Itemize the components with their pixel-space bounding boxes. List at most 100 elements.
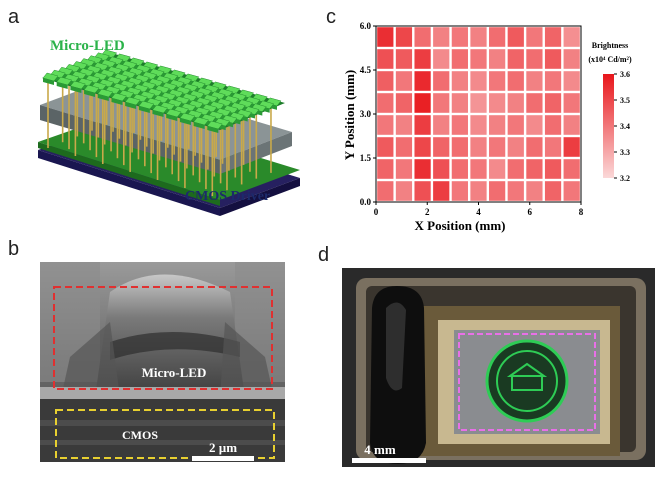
emblem-image bbox=[485, 339, 569, 423]
photo-scalebar-label: 4 mm bbox=[364, 442, 396, 457]
heatmap-cell bbox=[489, 93, 506, 113]
heatmap-cell bbox=[470, 93, 487, 113]
micro-led-region-box bbox=[53, 286, 273, 390]
micro-led-pixel-side bbox=[111, 98, 123, 105]
x-axis-label: X Position (mm) bbox=[415, 218, 506, 233]
heatmap-cell bbox=[377, 115, 394, 135]
heatmap-cell bbox=[526, 27, 543, 47]
heatmap-cell bbox=[433, 71, 450, 91]
heatmap-cell bbox=[563, 27, 580, 47]
micro-led-label: Micro-LED bbox=[50, 38, 125, 54]
heatmap-cell bbox=[451, 159, 468, 179]
micro-led-pixel-side bbox=[97, 94, 109, 101]
heatmap-cell bbox=[544, 49, 562, 69]
heatmap-cell bbox=[451, 27, 468, 47]
heatmap-cell bbox=[526, 181, 543, 201]
y-tick-label: 4.5 bbox=[360, 65, 372, 75]
heatmap-cell bbox=[395, 71, 413, 91]
heatmap-cell bbox=[526, 137, 543, 157]
heatmap-cell bbox=[507, 159, 524, 179]
heatmap-cell bbox=[470, 181, 487, 201]
brightness-heatmap-chart: 0 2 4 6 8 0.0 1.5 3.0 4.5 6.0 X Position (mm) Y P… bbox=[342, 21, 632, 233]
micro-led-pixel-side bbox=[56, 82, 68, 89]
heatmap-cell bbox=[451, 181, 468, 201]
cmos-driver-label: CMOS Driver bbox=[185, 189, 270, 204]
panel-d-letter: d bbox=[318, 244, 330, 266]
heatmap-cell bbox=[377, 27, 394, 47]
heatmap-cell bbox=[451, 93, 468, 113]
micro-led-pixel-side bbox=[152, 110, 164, 117]
panel-c-letter: c bbox=[326, 6, 336, 28]
y-tick-label: 3.0 bbox=[360, 109, 372, 119]
colorbar-tick-label: 3.5 bbox=[620, 96, 630, 105]
heatmap-cell bbox=[526, 159, 543, 179]
colorbar-tick-label: 3.3 bbox=[620, 148, 630, 157]
y-tick-label: 0.0 bbox=[360, 197, 372, 207]
heatmap-cell bbox=[414, 115, 431, 135]
heatmap-cell bbox=[414, 137, 431, 157]
sem-scalebar bbox=[192, 456, 254, 461]
micro-led-pixel bbox=[56, 76, 73, 86]
panel-a-letter: a bbox=[8, 6, 20, 28]
y-tick-label: 1.5 bbox=[360, 153, 372, 163]
heatmap-cell bbox=[489, 115, 506, 135]
heatmap-cell bbox=[451, 71, 468, 91]
heatmap-cell bbox=[395, 115, 413, 135]
x-tick-label: 6 bbox=[528, 207, 533, 217]
panel-b-letter: b bbox=[8, 238, 20, 260]
heatmap-cell bbox=[526, 71, 543, 91]
micro-led-pixel-side bbox=[193, 122, 205, 129]
heatmap-cell bbox=[470, 27, 487, 47]
micro-led-region-label: Micro-LED bbox=[142, 365, 207, 380]
device-photo: 4 mm bbox=[342, 268, 655, 467]
heatmap-cell bbox=[377, 93, 394, 113]
heatmap-cell bbox=[414, 27, 431, 47]
heatmap-cell bbox=[433, 137, 450, 157]
heatmap-cell bbox=[433, 181, 450, 201]
heatmap-cell bbox=[377, 181, 394, 201]
micro-led-pixel bbox=[97, 88, 114, 98]
x-tick-label: 8 bbox=[579, 207, 584, 217]
x-tick-label: 2 bbox=[425, 207, 430, 217]
colorbar-tick-label: 3.2 bbox=[620, 174, 630, 183]
micro-led-pixel-side bbox=[125, 102, 137, 109]
heatmap-cell bbox=[395, 49, 413, 69]
micro-led-pixel-side bbox=[43, 78, 54, 85]
micro-led-pixel bbox=[69, 80, 86, 90]
heatmap-cell bbox=[377, 159, 394, 179]
heatmap-cell bbox=[414, 159, 431, 179]
micro-led-pixel-side bbox=[166, 114, 178, 121]
heatmap-cell bbox=[470, 115, 487, 135]
colorbar-tick-label: 3.4 bbox=[620, 122, 630, 131]
heatmap-cell bbox=[507, 115, 524, 135]
micro-led-array bbox=[42, 49, 282, 133]
heatmap-cell bbox=[433, 27, 450, 47]
heatmap-cell bbox=[414, 71, 431, 91]
heatmap-cell bbox=[395, 93, 413, 113]
heatmap-cell bbox=[544, 71, 562, 91]
heatmap-cell bbox=[544, 137, 562, 157]
heatmap-cell bbox=[563, 115, 580, 135]
colorbar bbox=[603, 74, 614, 178]
heatmap-cell bbox=[395, 159, 413, 179]
heatmap-cell bbox=[526, 93, 543, 113]
heatmap-cell bbox=[507, 27, 524, 47]
heatmap-cell bbox=[470, 159, 487, 179]
heatmap-cell bbox=[563, 137, 580, 157]
heatmap-cell bbox=[377, 71, 394, 91]
sem-scalebar-label: 2 µm bbox=[209, 440, 237, 455]
heatmap-cell bbox=[507, 93, 524, 113]
heatmap-cell bbox=[395, 137, 413, 157]
heatmap-cell bbox=[395, 181, 413, 201]
heatmap-cell bbox=[433, 93, 450, 113]
heatmap-cell bbox=[507, 137, 524, 157]
display-area-box bbox=[458, 333, 596, 431]
heatmap-cell bbox=[451, 115, 468, 135]
heatmap-cell bbox=[377, 49, 394, 69]
heatmap-cell bbox=[451, 137, 468, 157]
colorbar-title: Brightness bbox=[592, 41, 628, 50]
heatmap-cell bbox=[526, 49, 543, 69]
heatmap-cell bbox=[563, 71, 580, 91]
micro-led-pixel bbox=[83, 84, 100, 94]
y-tick-label: 6.0 bbox=[360, 21, 372, 31]
